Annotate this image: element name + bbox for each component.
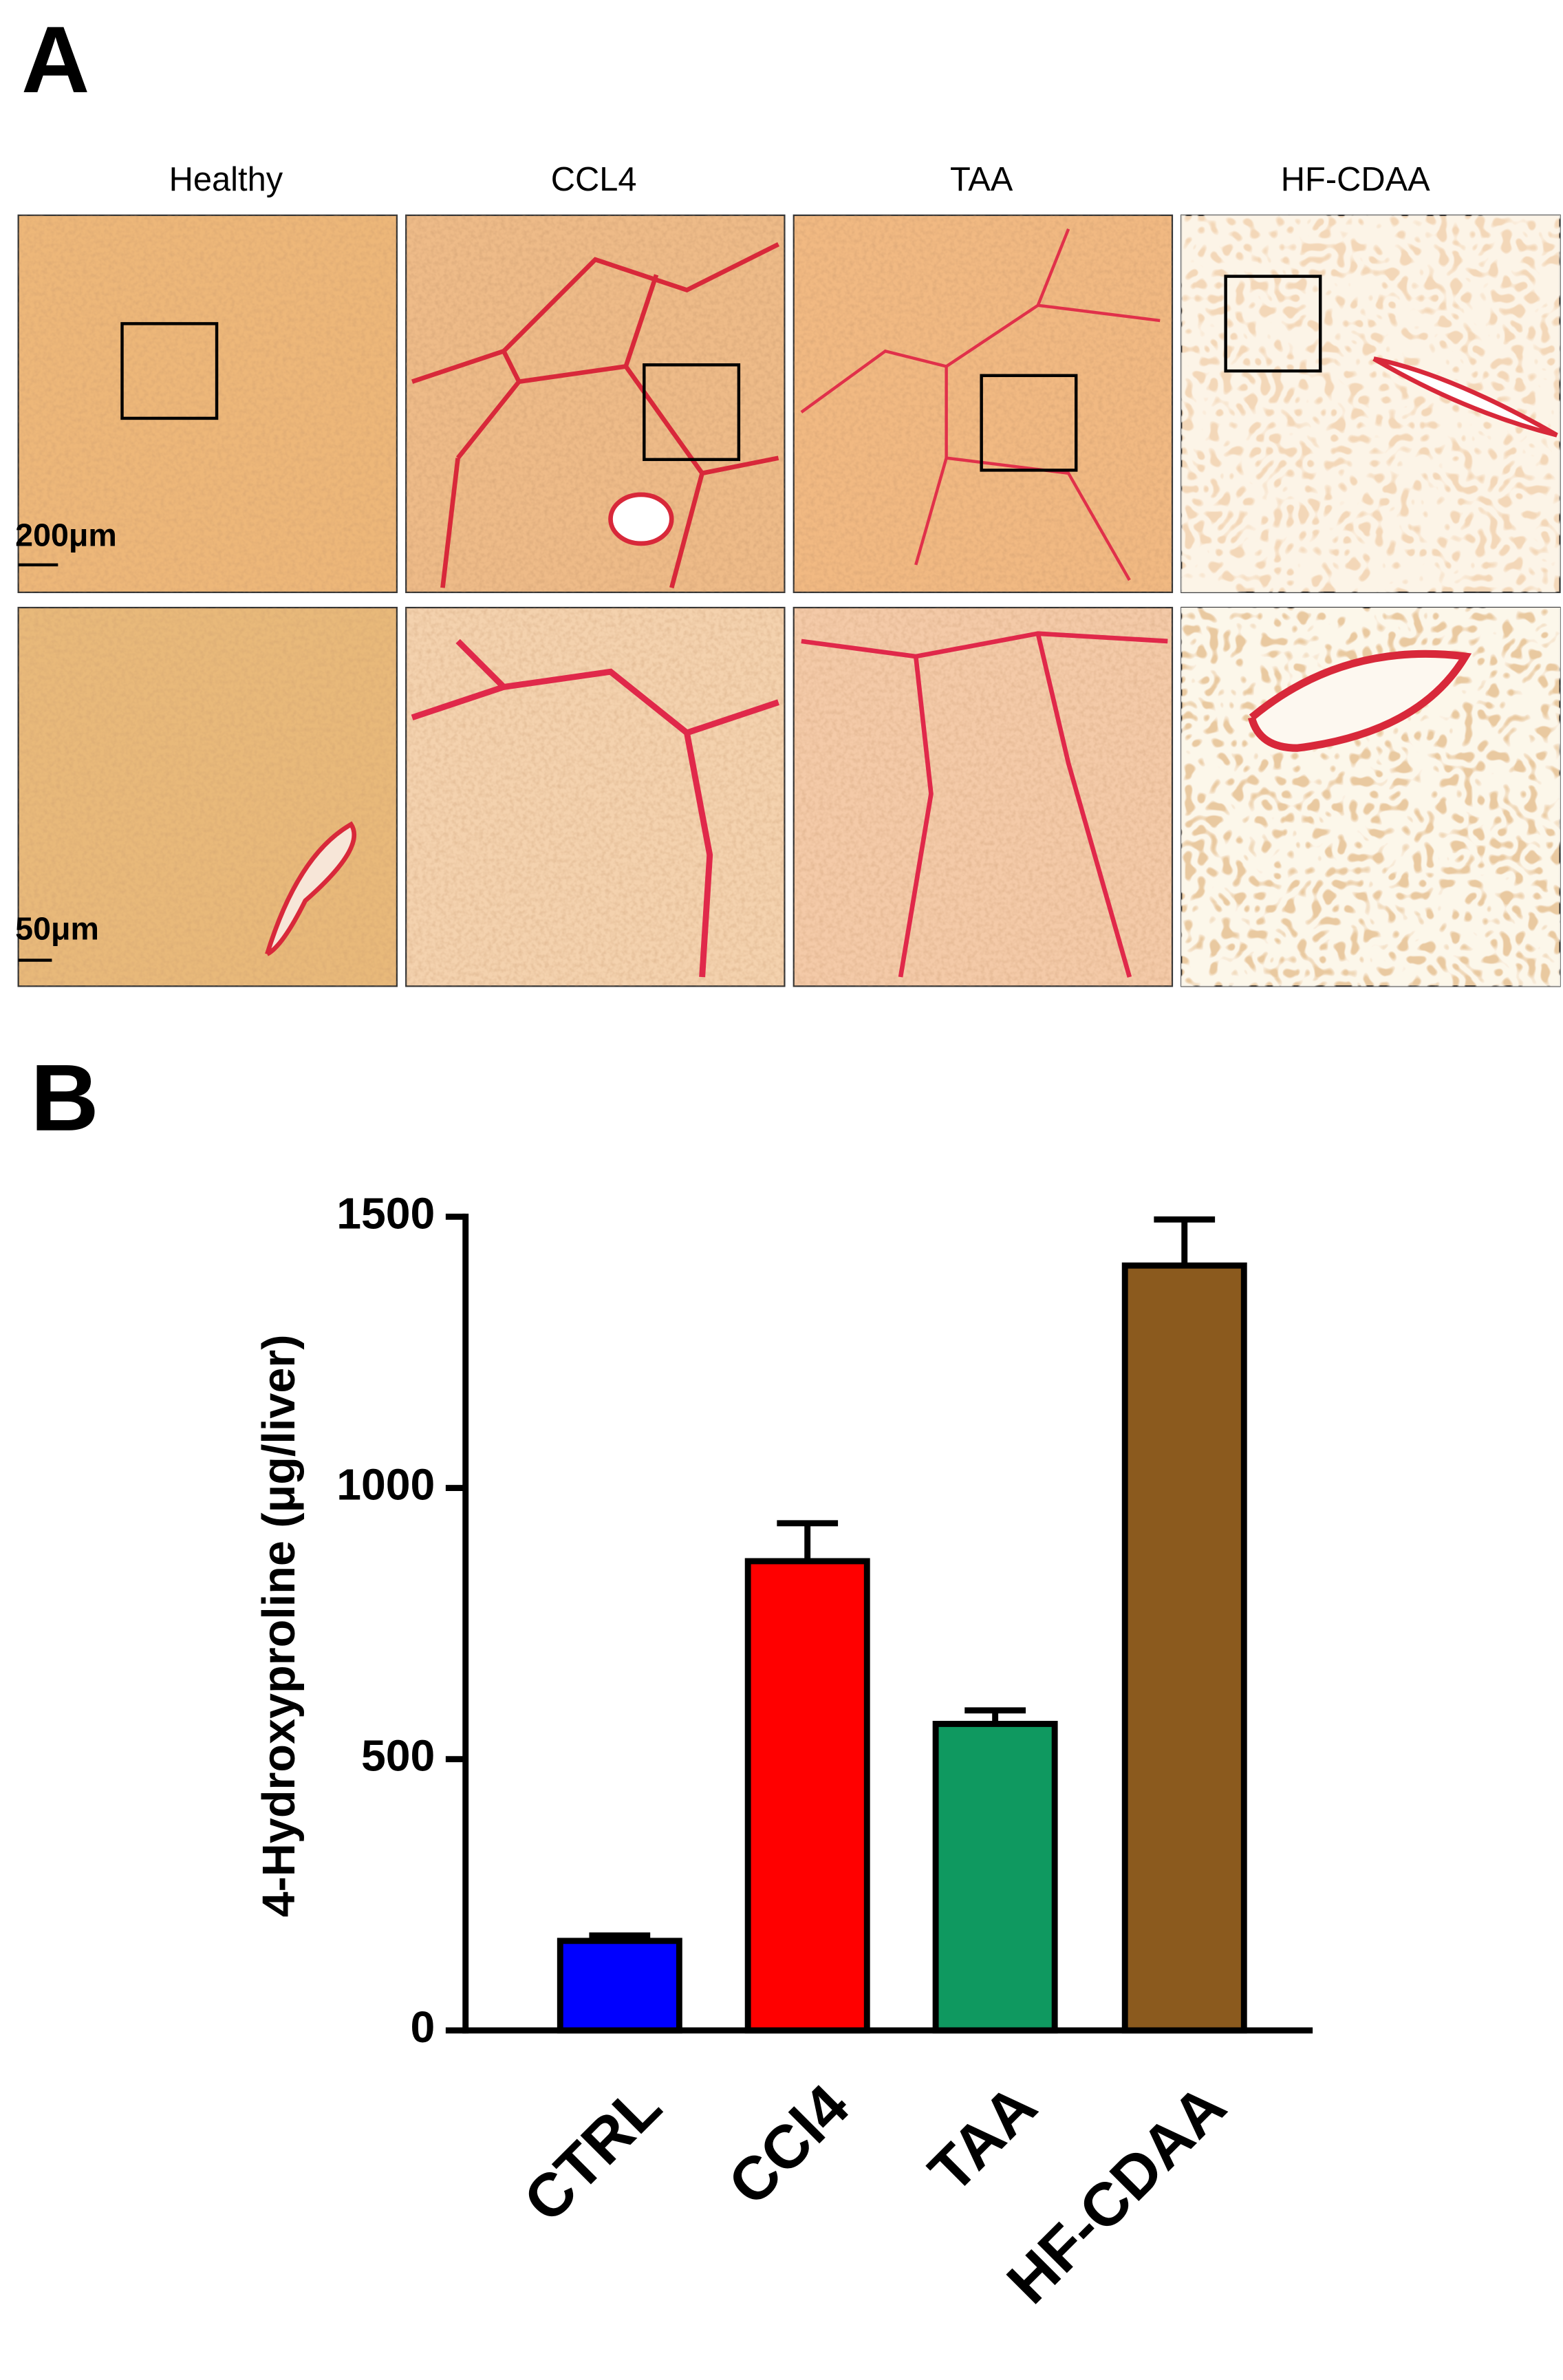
- column-title: TAA: [950, 161, 1013, 198]
- panel-label: A: [21, 7, 89, 113]
- x-tick-label: TAA: [916, 2072, 1049, 2205]
- inset-box: [980, 374, 1078, 472]
- fibrosis: [801, 631, 1168, 978]
- fibrosis: [411, 242, 780, 589]
- fibrosis: [411, 639, 779, 978]
- vessel: [265, 821, 356, 956]
- vessel: [1247, 650, 1472, 752]
- scale-label: 200μm: [15, 517, 117, 553]
- texture: [793, 608, 1172, 987]
- vessel: [1372, 356, 1558, 438]
- x-tick-label: CTRL: [510, 2072, 673, 2235]
- texture: [406, 608, 785, 987]
- scale-label: 50μm: [15, 911, 99, 947]
- y-tick-label: 500: [361, 1731, 435, 1781]
- micrographs: 200μm 50μm: [15, 214, 1561, 987]
- texture: [18, 608, 397, 987]
- x-tick-label: CCl4: [715, 2072, 862, 2218]
- texture: [18, 215, 397, 592]
- inset-box: [1224, 275, 1322, 373]
- texture: [406, 215, 785, 592]
- column-title: Healthy: [169, 161, 283, 198]
- bar: [1121, 1262, 1247, 2034]
- y-tick-label: 1000: [336, 1460, 435, 1510]
- column-title: HF-CDAA: [1281, 161, 1430, 198]
- vessel: [608, 492, 674, 546]
- panel-label: B: [30, 1045, 98, 1151]
- bar: [932, 1721, 1058, 2034]
- y-tick-label: 0: [411, 2002, 435, 2052]
- bar: [557, 1938, 682, 2034]
- y-axis-label: 4-Hydroxyproline (μg/liver): [254, 1335, 305, 1918]
- column-title: CCL4: [551, 161, 637, 198]
- inset-box: [643, 363, 741, 462]
- fibrosis: [800, 228, 1161, 581]
- inset-box: [120, 322, 219, 420]
- y-tick-label: 1500: [336, 1188, 435, 1238]
- bar: [744, 1558, 870, 2034]
